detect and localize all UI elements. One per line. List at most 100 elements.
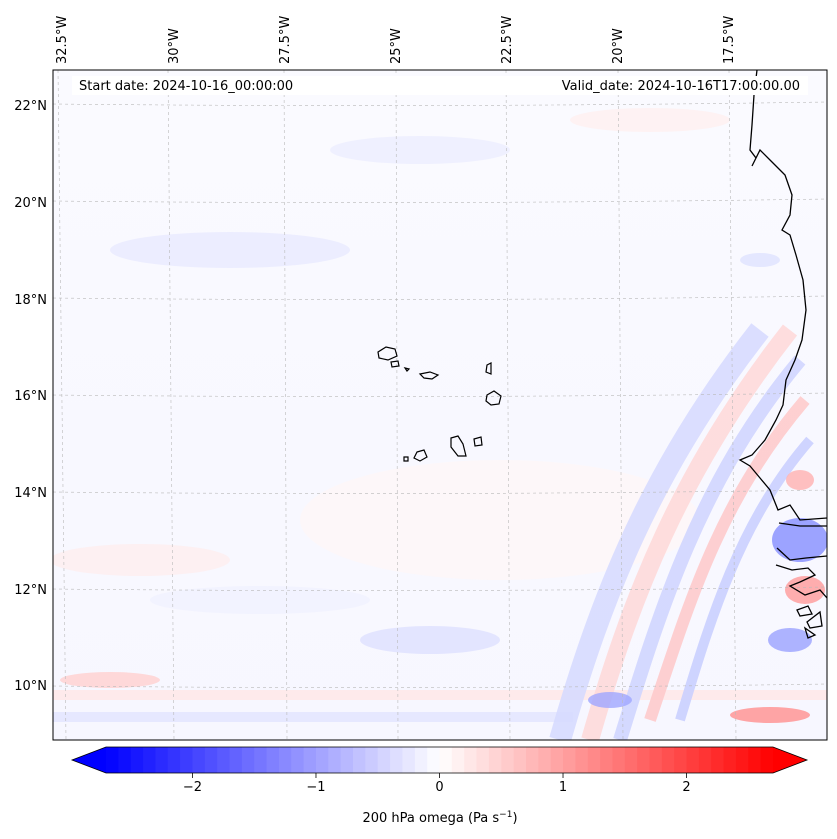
brava-island [403,456,409,462]
colorbar-cell [501,747,515,773]
colorbar-cell [143,747,157,773]
colorbar-cell [563,747,576,773]
colorbar-cell [612,747,626,773]
colorbar-cell [390,747,404,773]
colorbar-cell [575,747,589,773]
colorbar-cell [402,747,416,773]
latitude-labels: 22°N 20°N 18°N 16°N 14°N 12°N 10°N [14,99,47,694]
colorbar-cell [229,747,243,773]
colorbar-cell [686,747,700,773]
colorbar-cells [106,747,774,773]
colorbar-cell [637,747,651,773]
lat-label: 22°N [14,99,47,114]
colorbar-cell [661,747,675,773]
map-frame [52,69,828,741]
colorbar-cell [278,747,292,773]
colorbar-cell [760,747,774,773]
colorbar-tick-label: 2 [682,780,690,795]
longitude-labels: 32.5°W 30°W 27.5°W 25°W 22.5°W 20°W 17.5… [55,16,737,64]
lon-label: 30°W [167,28,182,64]
lat-label: 10°N [14,679,47,694]
colorbar-outline [70,746,809,774]
lat-label: 14°N [14,486,47,501]
valid-date-label: Valid_date: 2024-10-16T17:00:00.00 [562,79,800,94]
lat-label: 12°N [14,583,47,598]
santiago-island [450,435,467,457]
colorbar-cell [303,747,317,773]
colorbar-cell [525,747,539,773]
colorbar-cell [217,747,231,773]
colorbar-cell [414,747,428,773]
colorbar-cell [624,747,638,773]
colorbar-cell [451,747,465,773]
colorbar-cell [377,747,391,773]
africa-coastline [738,70,827,639]
colorbar-cell [204,747,218,773]
colorbar-cell [748,747,762,773]
colorbar-cell [698,747,712,773]
cape-verde-islands [377,346,502,462]
colorbar-low-extend [72,747,106,773]
colorbar-cell [180,747,194,773]
colorbar-cell [340,747,354,773]
omega-field [53,108,827,740]
colorbar-cell [674,747,688,773]
lat-label: 20°N [14,196,47,211]
colorbar-cell [328,747,342,773]
colorbar-cell [476,747,490,773]
colorbar-cell [254,747,268,773]
colorbar-cell [291,747,305,773]
date-info-bar [72,76,808,95]
lat-label: 18°N [14,293,47,308]
colorbar-cell [365,747,379,773]
colorbar-cell [587,747,601,773]
map-gridlines [53,70,827,740]
santa-luzia-island [403,367,411,372]
colorbar-cell [439,747,453,773]
colorbar-cell [130,747,144,773]
lon-label: 25°W [389,28,404,64]
lon-label: 22.5°W [500,16,515,64]
colorbar-cell [723,747,737,773]
colorbar-cell [241,747,255,773]
lat-label: 16°N [14,389,47,404]
colorbar-cell [464,747,478,773]
colorbar-cell [427,747,441,773]
colorbar-tick-label: 0 [435,780,443,795]
maio-island [473,436,483,447]
colorbar-tick-label: −1 [306,780,325,795]
sao-vicente-island [390,360,400,368]
colorbar-cell [600,747,614,773]
colorbar-cell [118,747,132,773]
colorbar-cell [538,747,552,773]
colorbar-label: 200 hPa omega (Pa s−1) [362,810,517,826]
start-date-label: Start date: 2024-10-16_00:00:00 [79,79,293,94]
santo-antao-island [377,346,398,361]
colorbar-cell [155,747,169,773]
lon-label: 17.5°W [722,16,737,64]
fogo-island [413,449,428,462]
sal-island [485,362,492,375]
colorbar-high-extend [773,747,807,773]
colorbar-cell [649,747,663,773]
colorbar-cell [353,747,366,773]
lon-label: 32.5°W [55,16,70,64]
boa-vista-island [485,390,502,406]
lon-label: 27.5°W [278,16,293,64]
colorbar-cell [735,747,749,773]
colorbar-cell [106,747,119,773]
colorbar-cell [711,747,725,773]
colorbar-ticks: −2 −1 0 1 2 [183,773,691,795]
colorbar-cell [315,747,329,773]
colorbar-cell [550,747,564,773]
colorbar-cell [266,747,280,773]
colorbar-cell [513,747,527,773]
lon-label: 20°W [611,28,626,64]
sao-nicolau-island [418,371,440,380]
colorbar-cell [192,747,206,773]
colorbar: −2 −1 0 1 2 200 hPa omega (Pa s−1) [70,746,809,826]
colorbar-cell [167,747,181,773]
colorbar-tick-label: −2 [183,780,202,795]
colorbar-cell [488,747,502,773]
